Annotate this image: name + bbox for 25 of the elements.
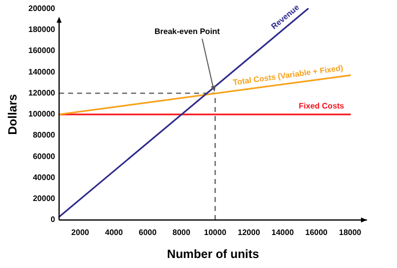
text: Total Costs (Variable + Fixed) <box>232 63 344 88</box>
x-tick-label: 2000 <box>71 228 90 238</box>
y-tick-label: 200000 <box>28 4 56 14</box>
series-label: Fixed Costs <box>298 102 345 111</box>
x-tick-label: 6000 <box>138 228 158 238</box>
x-tick-label: 18000 <box>339 228 362 238</box>
y-tick-label: 120000 <box>28 88 56 98</box>
y-axis-title: Dollars <box>6 94 20 135</box>
x-tick-label: 14000 <box>272 228 294 238</box>
x-axis-title: Number of units <box>167 247 260 262</box>
x-tick-label: 10000 <box>204 228 227 238</box>
y-tick-label: 100000 <box>28 110 56 119</box>
y-tick-label: 80000 <box>32 130 56 140</box>
y-tick-label: 20000 <box>32 194 56 204</box>
x-tick-label: 4000 <box>105 228 124 238</box>
y-tick-label: 40000 <box>32 172 56 182</box>
y-tick-label: 140000 <box>28 67 56 76</box>
y-tick-label: 180000 <box>28 25 56 34</box>
annotation: Break-even Point <box>154 26 220 36</box>
y-tick-label: 60000 <box>32 152 56 161</box>
x-tick-label: 16000 <box>305 228 328 238</box>
y-tick-label: 160000 <box>28 46 56 56</box>
x-tick-label: 8000 <box>172 228 191 238</box>
y-tick-label: 0 <box>50 215 56 224</box>
x-tick-label: 12000 <box>238 228 261 238</box>
